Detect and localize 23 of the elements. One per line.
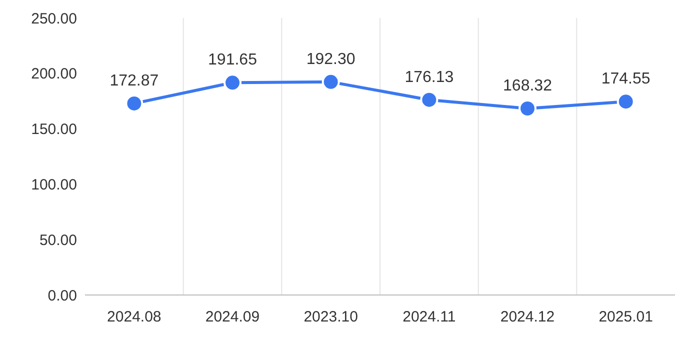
y-tick-label: 250.00: [31, 10, 77, 28]
x-tick-label: 2024.11: [402, 308, 456, 326]
y-tick-label: 100.00: [31, 176, 77, 194]
y-tick-label: 150.00: [31, 121, 77, 138]
point: [420, 90, 438, 109]
data-label: 176.13: [404, 68, 454, 86]
data-label: 168.32: [503, 78, 552, 94]
data-label: 174.55: [601, 70, 650, 88]
data-label: 172.87: [110, 72, 159, 90]
data-label: 192.30: [306, 50, 356, 68]
x-tick-label: 2024.08: [107, 308, 162, 326]
point: [224, 74, 242, 92]
point: [518, 100, 536, 118]
y-tick-label: 50.00: [39, 232, 77, 249]
y-tick-label: 0.00: [48, 287, 77, 304]
y-tick-label: 200.00: [31, 66, 77, 83]
x-tick-label: 2025.01: [598, 308, 653, 326]
x-tick-label: 2024.09: [205, 308, 260, 326]
point: [322, 72, 340, 91]
point: [616, 92, 635, 111]
x-tick-label: 2023.10: [304, 308, 358, 326]
x-tick-label: 2024.12: [500, 308, 555, 326]
data-label: 191.65: [208, 52, 258, 69]
